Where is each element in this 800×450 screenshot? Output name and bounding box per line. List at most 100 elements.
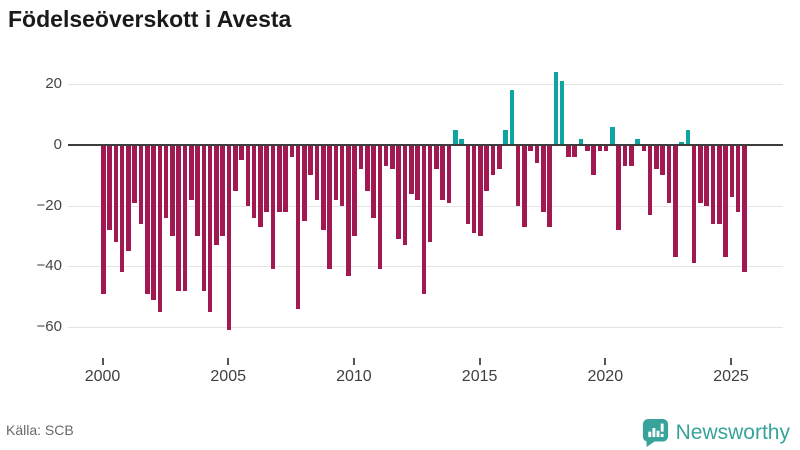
x-axis-label: 2020 bbox=[587, 368, 624, 385]
bar bbox=[578, 138, 584, 145]
x-axis-label: 2005 bbox=[210, 368, 246, 385]
x-axis-label: 2025 bbox=[713, 368, 749, 385]
bar bbox=[490, 145, 496, 176]
bar bbox=[113, 145, 119, 243]
bar bbox=[572, 145, 577, 158]
bar bbox=[685, 129, 691, 145]
bar bbox=[452, 129, 458, 145]
bar bbox=[434, 145, 439, 170]
bar bbox=[314, 145, 320, 200]
y-axis-label: −20 bbox=[36, 196, 62, 214]
bar bbox=[214, 145, 219, 246]
bar bbox=[610, 126, 615, 145]
bar bbox=[716, 145, 722, 224]
y-axis-label: 0 bbox=[53, 136, 62, 153]
bar bbox=[522, 145, 527, 227]
bar bbox=[295, 145, 301, 309]
bar bbox=[729, 145, 735, 197]
chart-title: Födelseöverskott i Avesta bbox=[8, 6, 292, 32]
x-axis-tick bbox=[730, 358, 732, 365]
bar bbox=[264, 145, 269, 212]
bar bbox=[339, 145, 345, 206]
bar bbox=[742, 145, 747, 273]
bar bbox=[308, 145, 313, 176]
bar bbox=[603, 145, 609, 152]
bar bbox=[509, 90, 515, 145]
bar bbox=[597, 145, 603, 152]
bar bbox=[163, 145, 169, 218]
x-axis-label: 2010 bbox=[336, 368, 372, 385]
bar bbox=[628, 145, 634, 167]
bar bbox=[402, 145, 408, 246]
bar bbox=[559, 81, 565, 145]
plot-area: 20 0 −20 −40 −60 2000 2005 2010 2015 2020 2025 bbox=[37, 62, 784, 392]
y-axis-label: −60 bbox=[36, 318, 62, 336]
x-axis-label: 2000 bbox=[84, 368, 121, 385]
bar bbox=[459, 138, 464, 145]
bar bbox=[478, 145, 483, 237]
bar bbox=[723, 145, 728, 258]
bar bbox=[151, 145, 156, 300]
bar bbox=[635, 138, 640, 145]
bar bbox=[566, 145, 571, 158]
gridline bbox=[68, 84, 783, 86]
bar bbox=[540, 145, 546, 212]
bar bbox=[207, 145, 213, 312]
newsworthy-logo-icon bbox=[642, 419, 668, 447]
bar bbox=[201, 145, 207, 291]
bar bbox=[710, 145, 716, 224]
bar bbox=[465, 145, 471, 224]
bar bbox=[484, 145, 489, 191]
bar bbox=[188, 145, 194, 200]
bar bbox=[226, 145, 232, 331]
bar bbox=[138, 145, 144, 224]
bar bbox=[528, 145, 533, 152]
bar bbox=[666, 145, 672, 203]
bar bbox=[390, 145, 395, 170]
bar bbox=[735, 145, 741, 212]
x-axis-tick bbox=[478, 358, 481, 365]
bar bbox=[251, 145, 257, 218]
bar bbox=[503, 129, 508, 145]
bar bbox=[622, 145, 628, 167]
bar bbox=[408, 145, 414, 194]
bar bbox=[654, 145, 659, 170]
bar bbox=[383, 145, 389, 167]
bar bbox=[471, 145, 477, 233]
bar bbox=[679, 141, 684, 145]
bar bbox=[358, 145, 364, 170]
bar bbox=[704, 145, 709, 206]
bar bbox=[119, 145, 125, 273]
bar bbox=[691, 145, 697, 264]
bar bbox=[672, 145, 678, 258]
bar bbox=[283, 145, 288, 212]
bar bbox=[107, 145, 112, 230]
bar bbox=[591, 145, 596, 176]
bar bbox=[132, 145, 138, 203]
bar bbox=[176, 145, 181, 291]
bar bbox=[333, 145, 339, 200]
y-axis-label: −40 bbox=[36, 257, 62, 275]
brand-name: Newsworthy bbox=[675, 421, 790, 444]
bar bbox=[232, 145, 238, 191]
bar bbox=[427, 145, 433, 243]
bar bbox=[547, 145, 552, 227]
bar bbox=[101, 145, 106, 294]
bar bbox=[245, 145, 251, 206]
bar bbox=[182, 145, 188, 291]
bar bbox=[276, 145, 282, 212]
bar bbox=[371, 145, 376, 218]
bar bbox=[239, 145, 244, 161]
source-label: Källa: SCB bbox=[6, 422, 74, 438]
bar bbox=[616, 145, 621, 230]
bar bbox=[346, 145, 351, 276]
bar bbox=[289, 145, 295, 158]
bar bbox=[440, 145, 445, 200]
bar bbox=[515, 145, 521, 206]
bar bbox=[534, 145, 540, 164]
x-axis-tick bbox=[101, 358, 104, 365]
bar bbox=[302, 145, 307, 221]
x-axis-tick bbox=[352, 358, 355, 365]
newsworthy-logo[interactable]: Newsworthy bbox=[642, 417, 790, 449]
x-axis-tick bbox=[227, 358, 230, 365]
